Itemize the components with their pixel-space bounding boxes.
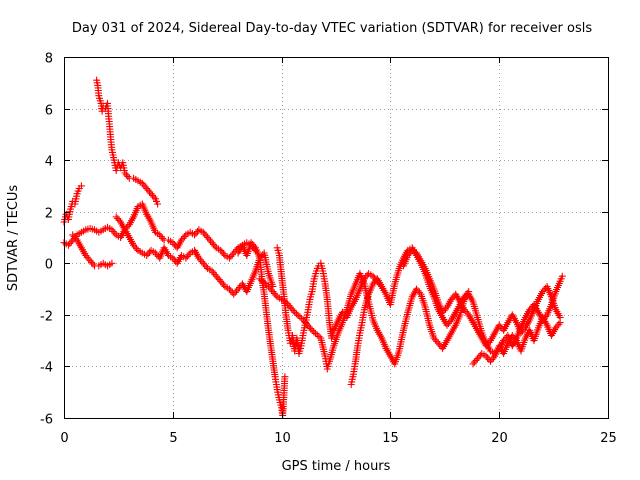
series-track-h xyxy=(256,270,566,373)
plus-markers xyxy=(347,275,386,388)
plot-frame xyxy=(64,57,609,419)
x-tick-label: 20 xyxy=(491,431,508,446)
series-track-j xyxy=(469,313,564,368)
y-tick-label: -6 xyxy=(40,413,53,428)
plus-markers xyxy=(256,270,566,373)
y-tick-label: 2 xyxy=(45,207,53,222)
x-tick-label: 5 xyxy=(169,431,177,446)
plus-markers xyxy=(400,246,564,350)
y-tick-label: 0 xyxy=(45,258,53,273)
series-track-f xyxy=(234,239,289,419)
series-track-k xyxy=(400,246,564,350)
x-axis-label: GPS time / hours xyxy=(282,459,391,474)
series-track-e xyxy=(112,213,277,298)
x-tick-label: 0 xyxy=(60,431,68,446)
axis-ticks xyxy=(64,57,609,419)
x-tick-label: 25 xyxy=(600,431,617,446)
plus-markers xyxy=(93,76,162,208)
y-axis-label: SDTVAR / TECUs xyxy=(6,185,21,292)
data-points xyxy=(60,76,566,419)
y-tick-label: 6 xyxy=(45,104,53,119)
series-track-d xyxy=(93,76,162,208)
x-tick-labels: 0 5 10 15 20 25 xyxy=(60,431,616,446)
x-tick-label: 10 xyxy=(274,431,291,446)
plus-markers xyxy=(69,231,116,270)
y-tick-label: -2 xyxy=(40,310,53,325)
x-tick-label: 15 xyxy=(382,431,399,446)
series-track-g xyxy=(273,244,473,357)
y-tick-label: 8 xyxy=(45,52,53,67)
plus-markers xyxy=(234,239,289,419)
y-tick-label: 4 xyxy=(45,155,53,170)
chart-title: Day 031 of 2024, Sidereal Day-to-day VTE… xyxy=(72,21,592,36)
plus-markers xyxy=(469,313,564,368)
y-tick-labels: -6 -4 -2 0 2 4 6 8 xyxy=(40,52,53,428)
series-track-c xyxy=(69,231,116,270)
plus-markers xyxy=(273,244,473,357)
plus-markers xyxy=(112,213,277,298)
series-track-i xyxy=(347,275,386,388)
y-tick-label: -4 xyxy=(40,361,53,376)
grid-lines xyxy=(64,57,608,418)
